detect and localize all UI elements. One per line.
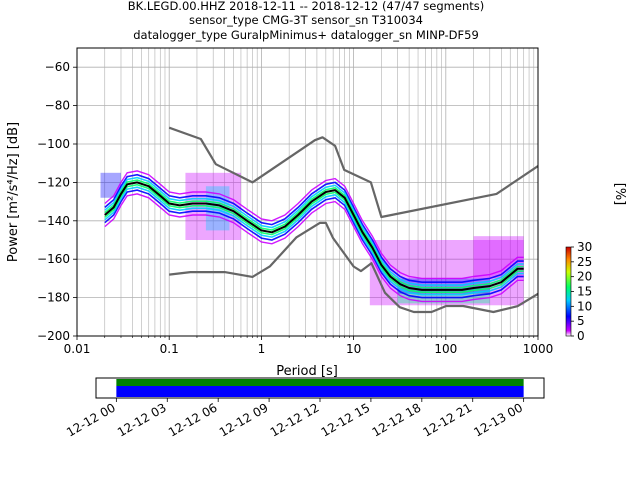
timeline-tick-label: 12-12 12 [268,400,322,439]
new-low-noise-model-line [169,221,538,314]
x-tick-label: 0.01 [64,342,91,356]
timeline-tick-label: 12-13 00 [471,400,525,439]
chart-title-line-3: datalogger_type GuralpMinimus+ datalogge… [133,28,479,42]
new-high-noise-model-line [168,126,538,219]
y-tick-label: −120 [37,175,70,189]
noise-model-lines [104,126,538,314]
y-tick-label: −160 [37,252,70,266]
x-tick-label: 100 [434,342,457,356]
colorbar-tick-label: 25 [577,255,592,269]
y-axis-ticks: −60 −80 −100 −120 −140 −160 −180 −200 [37,60,77,343]
timeline-tick-label: 12-12 06 [166,400,220,439]
x-tick-label: 10 [346,342,361,356]
mode-envelope [104,183,524,294]
chart-title-line-1: BK.LEGD.00.HHZ 2018-12-11 -- 2018-12-12 … [128,0,484,13]
mode-line [104,181,524,291]
timeline-tick-label: 12-12 00 [64,400,118,439]
y-tick-label: −180 [37,291,70,305]
x-tick-label: 1000 [523,342,554,356]
mode-envelope [104,193,524,303]
mode-envelope [104,179,524,289]
y-tick-label: −140 [37,214,70,228]
mode-envelope [104,173,524,284]
plot-frame [76,47,539,337]
timeline-tick-label: 12-12 15 [319,400,373,439]
y-axis-label: Power [m²/s⁴/Hz] [dB] [6,122,21,262]
colorbar-tick-label: 20 [577,270,592,284]
x-axis-ticks: 0.01 0.1 1 10 100 1000 [64,336,554,356]
timeline-tick-label: 12-12 09 [217,400,271,439]
mode-envelope [104,189,524,299]
timeline-tick-label: 12-12 21 [421,400,475,439]
x-axis-label: Period [s] [276,364,338,379]
x-tick-label: 0.1 [160,342,179,356]
timeline-bar [116,379,524,386]
colorbar-label: [%] [612,183,627,206]
timeline-tick-label: 12-12 18 [370,400,424,439]
y-tick-label: −100 [37,137,70,151]
mode-envelope [104,176,524,286]
mode-envelope [104,170,524,280]
y-tick-label: −80 [45,99,70,113]
x-tick-label: 1 [258,342,266,356]
colorbar-tick-label: 0 [577,329,585,343]
mode-envelope [104,186,524,296]
y-tick-label: −60 [45,60,70,74]
colorbar-tick-label: 30 [577,240,592,254]
timeline-bar [116,386,524,397]
timeline-axis [116,379,524,397]
colorbar [565,246,572,337]
colorbar-tick-label: 10 [577,299,592,313]
colorbar-tick-label: 15 [577,285,592,299]
y-tick-label: −200 [37,329,70,343]
timeline-tick-label: 12-12 03 [115,400,169,439]
colorbar-tick-label: 5 [577,314,585,328]
chart-title-line-2: sensor_type CMG-3T sensor_sn T310034 [189,13,423,27]
